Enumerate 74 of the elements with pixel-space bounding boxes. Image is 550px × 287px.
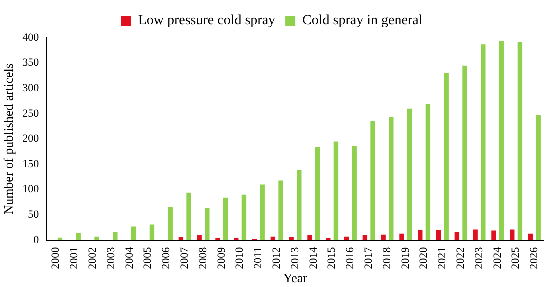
bar [407, 108, 412, 240]
bar [426, 104, 431, 240]
y-tick-label: 300 [22, 82, 40, 94]
bar [400, 234, 404, 240]
y-axis-title: Number of published articels [1, 64, 16, 215]
bar [308, 235, 312, 240]
x-tick-label: 2000 [50, 246, 62, 270]
bar [150, 224, 155, 240]
bar [370, 121, 376, 240]
x-tick-label: 2019 [400, 246, 412, 270]
bar [315, 147, 320, 240]
bar [444, 73, 449, 240]
bar [389, 117, 394, 240]
bar [518, 42, 523, 240]
y-tick-label: 200 [22, 133, 40, 146]
y-tick-label: 0 [34, 234, 40, 246]
bar [499, 42, 504, 240]
x-tick-label: 2007 [178, 246, 191, 270]
y-tick-label: 50 [28, 208, 40, 221]
y-tick-label: 250 [22, 108, 40, 120]
bar [510, 230, 515, 240]
bar [242, 194, 247, 240]
bar [381, 234, 386, 240]
x-tick-label: 2008 [197, 246, 210, 270]
x-tick-label: 2023 [473, 246, 486, 270]
bar [492, 230, 496, 240]
y-tick-label: 350 [22, 57, 40, 70]
x-tick-label: 2009 [216, 246, 228, 270]
x-axis-title: Year [284, 270, 308, 286]
bar [113, 232, 118, 240]
x-tick-label: 2011 [252, 247, 265, 269]
x-tick-label: 2021 [436, 247, 449, 270]
bar [278, 180, 284, 240]
x-tick-label: 2017 [362, 246, 375, 270]
y-tick-label: 150 [22, 158, 40, 170]
bar [352, 146, 357, 240]
x-tick-label: 2025 [510, 246, 522, 270]
x-tick-label: 2005 [142, 246, 154, 270]
bar [197, 235, 202, 240]
x-tick-label: 2010 [234, 246, 246, 270]
bar [205, 208, 210, 240]
x-tick-label: 2026 [528, 246, 541, 270]
x-tick-label: 2013 [289, 246, 302, 270]
legend-label: Cold spray in general [302, 14, 423, 29]
x-tick-label: 2018 [381, 246, 394, 270]
bar [297, 170, 302, 240]
y-tick-label: 400 [22, 32, 40, 44]
x-tick-label: 2012 [270, 247, 283, 270]
x-tick-label: 2022 [454, 247, 467, 270]
x-tick-label: 2003 [105, 246, 118, 270]
x-tick-label: 2015 [326, 246, 338, 270]
x-tick-label: 2024 [492, 246, 504, 270]
bar [481, 44, 486, 240]
bar [473, 230, 478, 240]
x-tick-label: 2014 [308, 246, 320, 270]
bar [168, 208, 173, 240]
x-tick-label: 2001 [68, 247, 81, 270]
x-tick-label: 2016 [344, 246, 357, 270]
y-tick-label: 100 [22, 184, 40, 196]
bar [260, 184, 265, 240]
bar [94, 236, 100, 240]
x-tick-label: 2020 [418, 246, 430, 270]
bar [536, 115, 541, 240]
x-tick-label: 2002 [86, 247, 99, 270]
bar [223, 198, 228, 240]
bar [418, 230, 423, 240]
bar [186, 192, 192, 240]
x-tick-label: 2004 [124, 246, 136, 270]
bar [334, 142, 339, 240]
bar [462, 66, 468, 240]
bar [436, 230, 442, 240]
x-tick-label: 2006 [160, 246, 173, 270]
legend-label: Low pressure cold spray [138, 14, 276, 29]
bar [131, 226, 136, 240]
